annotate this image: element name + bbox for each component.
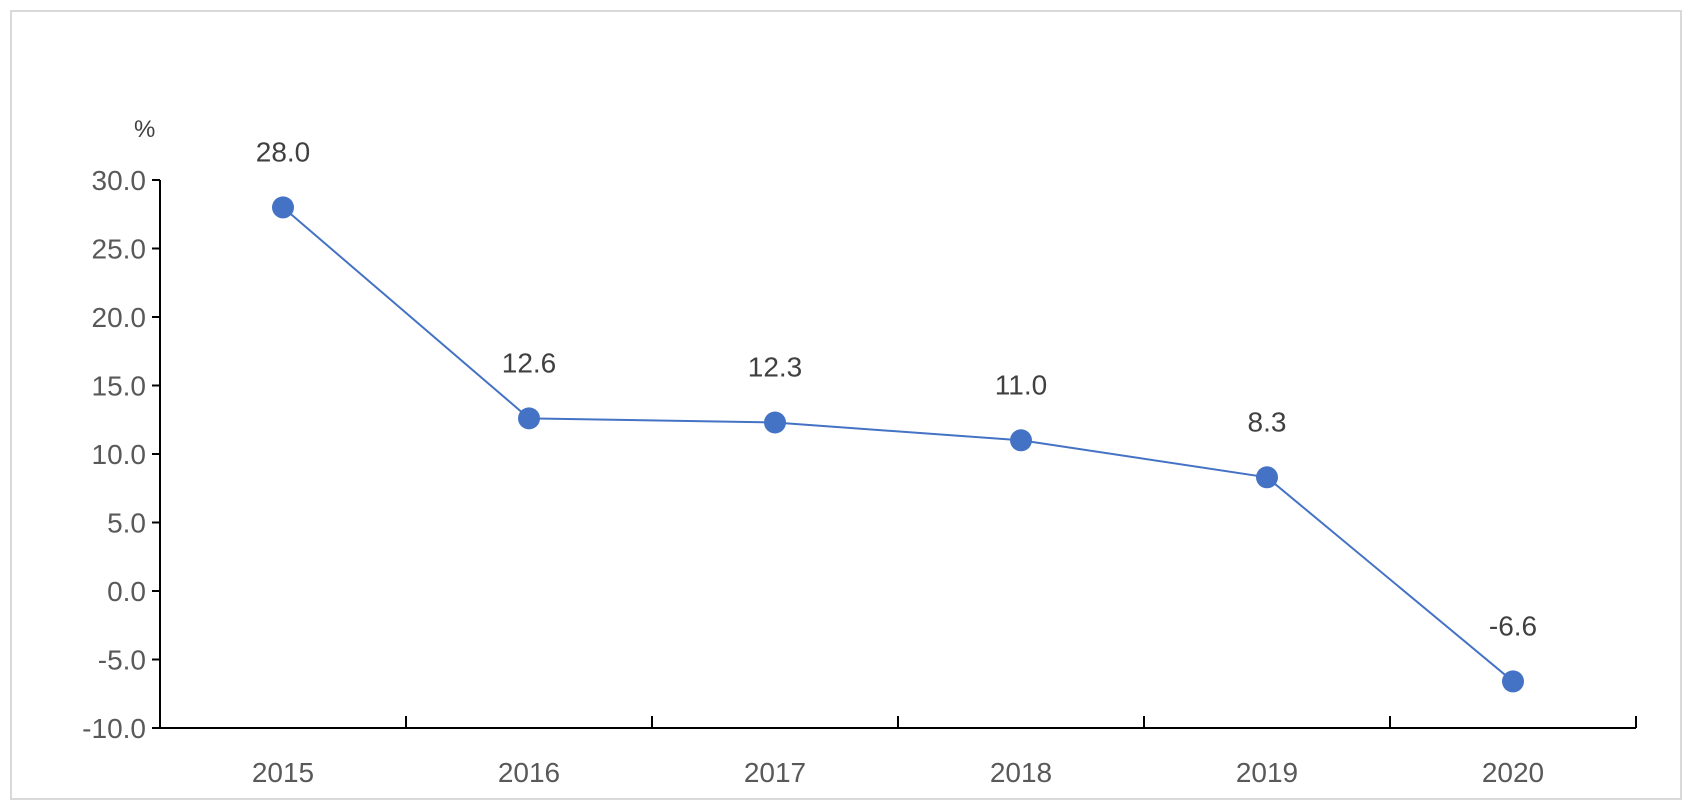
series-layer — [272, 196, 1524, 693]
x-tick-label: 2017 — [744, 757, 806, 788]
chart-axes — [159, 180, 1636, 729]
y-tick-label: -5.0 — [98, 645, 146, 676]
y-tick-label: 20.0 — [92, 302, 147, 333]
chart-frame — [10, 10, 1682, 800]
x-tick-label: 2015 — [252, 757, 314, 788]
y-axis-unit-label: % — [134, 116, 155, 143]
x-tick-label: 2020 — [1482, 757, 1544, 788]
data-label: -6.6 — [1489, 610, 1537, 641]
x-tick-label: 2016 — [498, 757, 560, 788]
series-line — [282, 206, 1514, 683]
y-tick-label: 5.0 — [107, 508, 146, 539]
x-tick-label: 2018 — [990, 757, 1052, 788]
y-tick-label: 10.0 — [92, 439, 147, 470]
data-point — [764, 411, 786, 434]
data-label: 11.0 — [995, 369, 1047, 400]
data-point — [1502, 670, 1524, 693]
data-point — [518, 407, 540, 430]
data-label: 28.0 — [256, 136, 311, 167]
y-tick-label: 0.0 — [107, 576, 146, 607]
data-label: 12.3 — [748, 351, 803, 382]
data-labels-layer: 28.0 12.6 12.3 11.0 8.3 -6.6 — [256, 136, 1537, 641]
y-tick-label: -10.0 — [82, 713, 146, 744]
data-point — [272, 196, 294, 219]
x-tick-label: 2019 — [1236, 757, 1298, 788]
y-axis-ticks: 30.0 25.0 20.0 15.0 10.0 5.0 0.0 -5.0 -10.0 — [82, 165, 160, 744]
y-tick-label: 25.0 — [92, 234, 147, 265]
data-label: 12.6 — [502, 347, 557, 378]
y-tick-label: 30.0 — [92, 165, 147, 196]
y-tick-label: 15.0 — [92, 371, 147, 402]
data-label: 8.3 — [1248, 406, 1287, 437]
data-point — [1010, 429, 1032, 452]
x-axis-ticks: 2015 2016 2017 2018 2019 2020 — [159, 716, 1637, 788]
data-point — [1256, 466, 1278, 489]
